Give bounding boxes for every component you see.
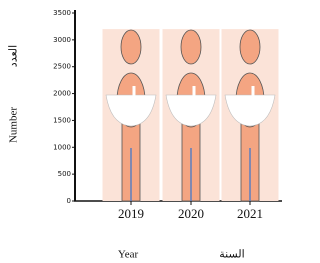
y-tick-label: 1000 xyxy=(53,143,71,151)
figure-head xyxy=(121,30,141,64)
y-axis-label: Number xyxy=(8,107,20,143)
x-axis-label-ar: السنة xyxy=(219,249,244,261)
y-axis-label-ar: العدد xyxy=(8,45,20,67)
x-tick-label: 2021 xyxy=(237,206,263,221)
y-tick-label: 3500 xyxy=(53,9,71,17)
y-tick-label: 2500 xyxy=(53,63,71,71)
chart: Year السنة Number العدد 0 500 1000 1500 2000… xyxy=(0,0,306,263)
y-tick-label: 500 xyxy=(58,170,71,178)
x-axis-label: Year xyxy=(118,249,139,261)
y-tick-label: 3000 xyxy=(53,36,71,44)
y-tick-label: 1500 xyxy=(53,116,71,124)
y-tick-label: 0 xyxy=(67,197,71,205)
y-tick-label: 2000 xyxy=(53,90,71,98)
figure-head xyxy=(240,30,260,64)
x-tick-label: 2019 xyxy=(118,206,144,221)
figure-head xyxy=(181,30,201,64)
x-tick-label: 2020 xyxy=(178,206,204,221)
page: Year السنة Number العدد 0 500 1000 1500 2000… xyxy=(0,0,320,263)
